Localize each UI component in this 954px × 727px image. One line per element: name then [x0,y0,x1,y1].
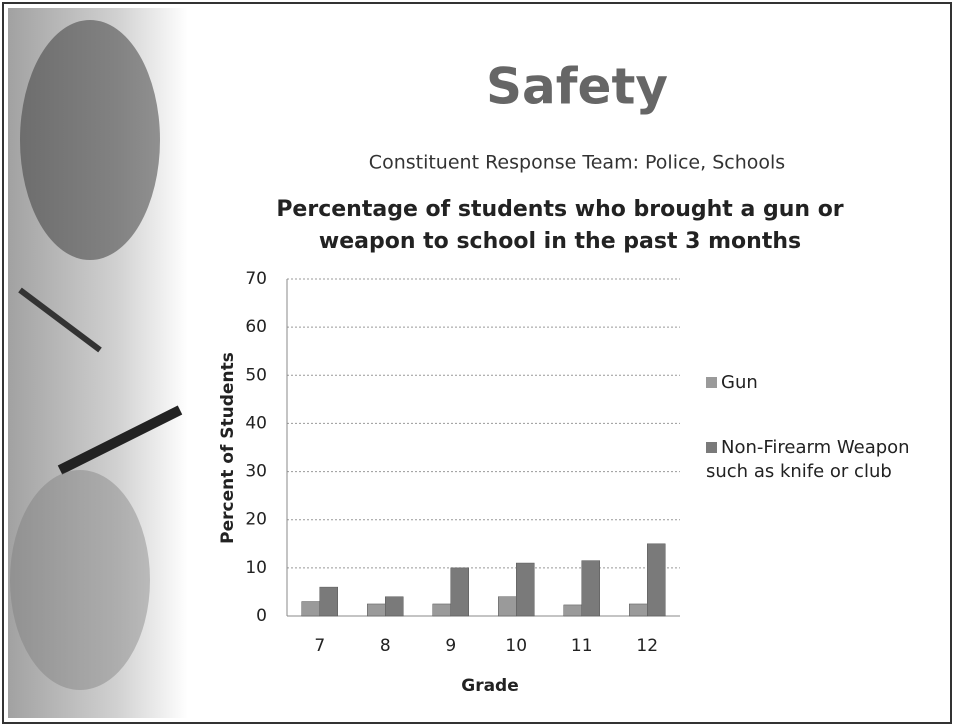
x-tick-label: 8 [380,636,391,656]
x-tick-label: 7 [314,636,325,656]
legend-swatch [706,377,717,388]
y-tick-label: 0 [256,606,267,626]
x-axis-label: Grade [461,676,519,696]
bar [582,561,600,616]
legend-label: Gun [721,372,758,393]
y-axis-label: Percent of Students [218,352,238,544]
legend-swatch [706,442,717,453]
legend-entry: Gun [706,372,758,393]
y-tick-label: 30 [245,462,267,482]
bar [451,568,469,616]
legend-entry: Non-Firearm Weapon such as knife or club [706,436,936,484]
y-tick-label: 10 [245,558,267,578]
bar [629,604,647,616]
bar [385,597,403,616]
legend-label: Non-Firearm Weapon such as knife or club [706,437,910,482]
bar [433,604,451,616]
x-tick-label: 9 [445,636,456,656]
slide-subtitle: Constituent Response Team: Police, Schoo… [369,152,785,174]
chart-title: Percentage of students who brought a gun… [276,197,843,222]
y-tick-label: 20 [245,510,267,530]
bar [647,544,665,616]
bar [498,597,516,616]
bar [564,605,582,616]
bar [302,602,320,616]
chart-title: weapon to school in the past 3 months [319,229,801,254]
bar [320,587,338,616]
bar [516,563,534,616]
y-tick-label: 60 [245,317,267,337]
bar [367,604,385,616]
x-tick-label: 10 [505,636,527,656]
y-tick-label: 40 [245,413,267,433]
decoration [8,8,188,718]
page: Safety Constituent Response Team: Police… [0,0,954,727]
slide: Safety Constituent Response Team: Police… [0,0,954,727]
y-tick-label: 70 [245,269,267,289]
slide-title: Safety [486,58,668,116]
x-tick-label: 11 [571,636,593,656]
x-tick-label: 12 [636,636,658,656]
y-tick-label: 50 [245,365,267,385]
